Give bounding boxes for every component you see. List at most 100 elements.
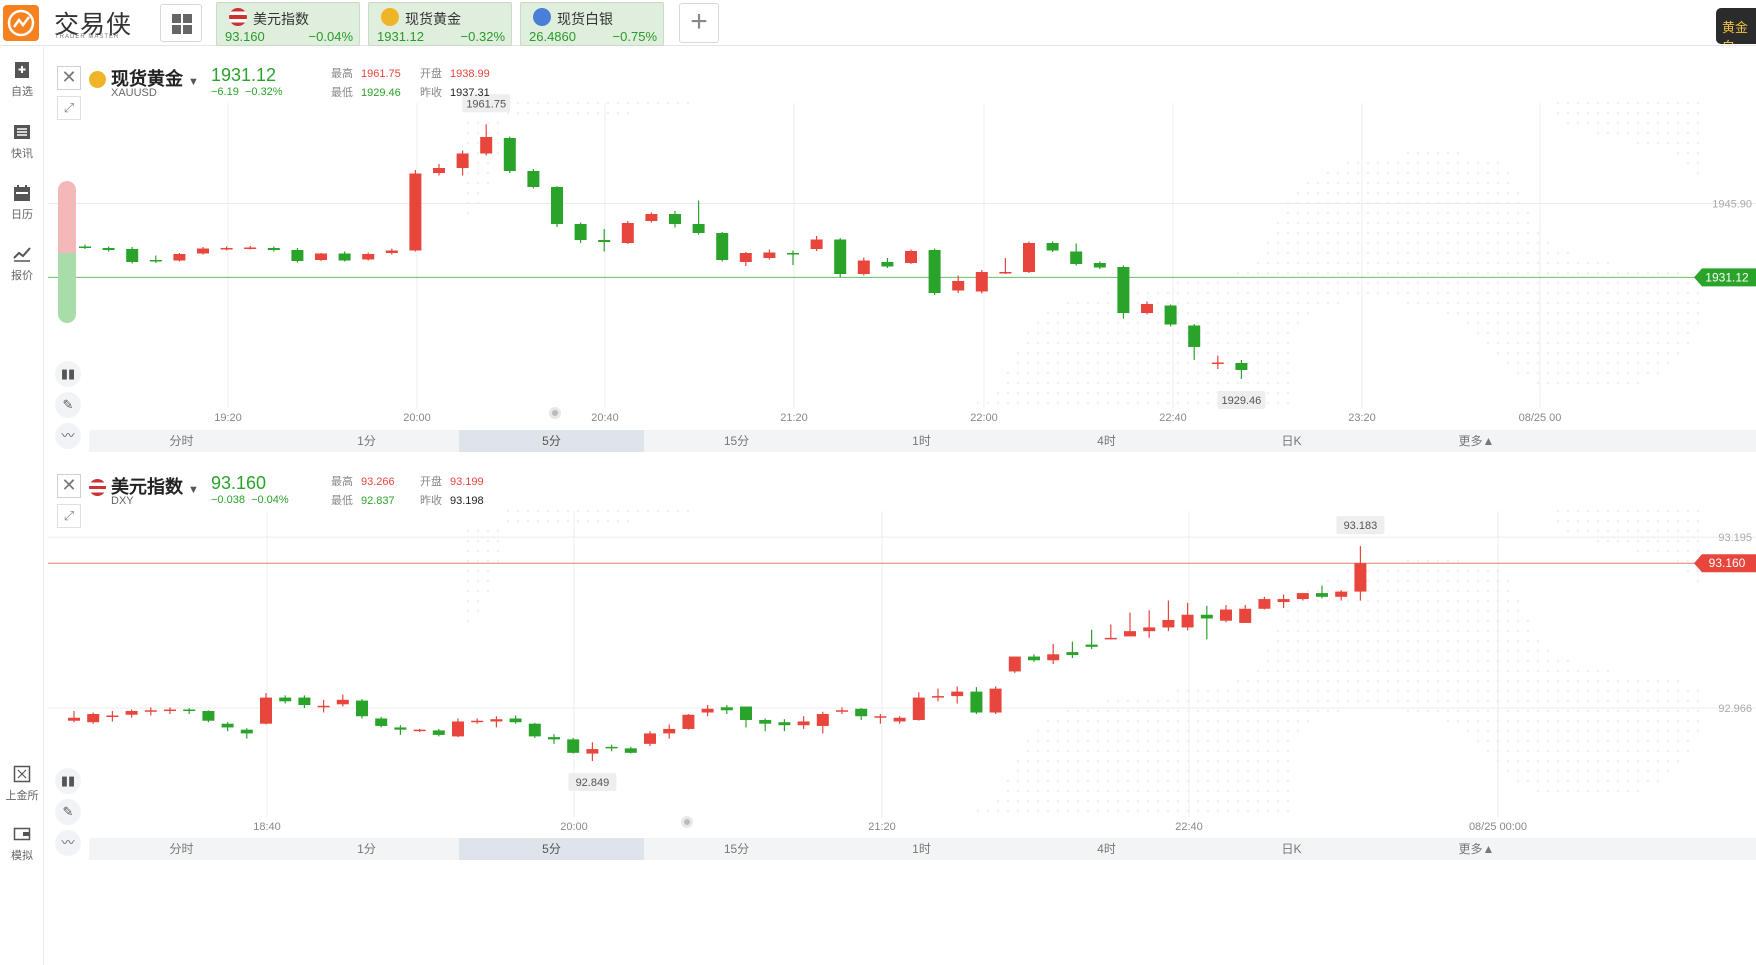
candle (816, 714, 829, 726)
stat-low: 最低 92.837 (331, 495, 395, 507)
news-list-icon (14, 125, 30, 139)
tab-timeframe[interactable]: 5分 (459, 838, 644, 860)
candle (669, 214, 681, 224)
candle (164, 709, 176, 712)
draw-pencil-icon[interactable]: ✎ (55, 392, 81, 418)
candle (1258, 599, 1271, 609)
tab-timeframe[interactable]: 15分 (723, 842, 750, 856)
trend-line-icon (13, 247, 31, 262)
stat-high: 最高 93.266 (331, 476, 395, 488)
chart-type-icon[interactable]: 〰 (55, 830, 81, 856)
expand-icon[interactable]: ⤢ (57, 504, 81, 528)
candle (1028, 656, 1040, 661)
candle (682, 714, 695, 729)
expand-icon[interactable]: ⤢ (57, 96, 81, 120)
candle (527, 171, 540, 187)
candle (125, 711, 138, 715)
tab-timeframe[interactable]: 1时 (912, 842, 931, 856)
scroll-handle[interactable] (549, 407, 561, 419)
chart-type-icon[interactable]: 〰 (55, 423, 81, 449)
candle (480, 137, 493, 154)
nav-item-simulate[interactable]: 模拟 (0, 825, 44, 881)
ticker-usd-index[interactable]: 美元指数 93.160 −0.04% (216, 2, 360, 46)
tab-timeframe[interactable]: 5分 (459, 430, 644, 452)
candle (740, 706, 752, 720)
candle (315, 253, 327, 260)
candle (183, 709, 196, 712)
candle (1277, 599, 1290, 603)
indicator-icon[interactable]: ▮▮ (55, 768, 81, 794)
nav-item-quotes[interactable]: 报价 (0, 245, 44, 301)
candle (1211, 362, 1224, 364)
us-flag-icon (89, 479, 106, 496)
candle (1070, 251, 1083, 264)
candle (1047, 654, 1060, 661)
calendar-icon (14, 185, 30, 201)
candle (317, 705, 330, 708)
nav-item-sge[interactable]: 上金所 (0, 765, 44, 821)
tab-timeframe[interactable]: 4时 (1097, 842, 1116, 856)
nav-label: 模拟 (11, 850, 33, 862)
tab-timeframe[interactable]: 分时 (169, 842, 194, 856)
y-axis-label: 93.195 (1718, 532, 1752, 544)
symbol-name[interactable]: 现货黄金 ▼ (111, 69, 199, 89)
timeframe-bar: 分时 1分 5分 15分 1时 4时 日K 更多▲ (89, 430, 1756, 452)
ticker-name: 美元指数 (253, 11, 309, 27)
candle (144, 710, 157, 712)
nav-item-news[interactable]: 快讯 (0, 123, 44, 179)
candle (787, 253, 799, 255)
extreme-marker-label: 92.849 (576, 777, 610, 789)
candle (874, 716, 887, 718)
candle (893, 717, 906, 722)
ticker-price: 1931.12 (377, 29, 424, 44)
tab-timeframe[interactable]: 1时 (912, 434, 931, 448)
layout-grid-button[interactable] (160, 4, 202, 42)
candle (645, 214, 658, 221)
tab-timeframe[interactable]: 日K (1281, 842, 1302, 856)
price-tag (1694, 554, 1756, 573)
nav-item-calendar[interactable]: 日历 (0, 184, 44, 240)
candle (126, 249, 139, 262)
x-tick-label: 23:20 (1348, 412, 1376, 424)
ticker-name: 现货黄金 (405, 11, 461, 27)
candle (385, 250, 398, 253)
candle (106, 715, 119, 717)
tab-timeframe[interactable]: 4时 (1097, 434, 1116, 448)
ticker-spot-gold[interactable]: 现货黄金 1931.12 −0.32% (368, 2, 512, 46)
add-ticker-button[interactable]: + (679, 3, 719, 43)
tab-timeframe[interactable]: 更多▲ (1458, 434, 1495, 448)
ticker-name: 现货白银 (557, 11, 613, 27)
x-tick-label: 21:20 (780, 412, 808, 424)
draw-pencil-icon[interactable]: ✎ (55, 799, 81, 825)
tab-timeframe[interactable]: 更多▲ (1458, 842, 1495, 856)
scroll-handle[interactable] (681, 816, 693, 828)
tab-timeframe[interactable]: 1分 (357, 842, 376, 856)
us-flag-icon (229, 8, 247, 26)
gold-coin-icon (89, 71, 106, 88)
candlestick-chart-gold[interactable]: 19:20 20:00 20:40 21:20 22:00 22:40 23:20 08/25… (48, 55, 1756, 503)
indicator-icon[interactable]: ▮▮ (55, 361, 81, 387)
symbol-name[interactable]: 美元指数 ▼ (111, 477, 199, 497)
tab-timeframe[interactable]: 分时 (169, 434, 194, 448)
candle (881, 262, 894, 267)
x-tick-label: 19:20 (214, 412, 242, 424)
candle (1354, 563, 1367, 592)
grid-icon (172, 14, 181, 23)
candle (970, 691, 983, 713)
candle (260, 697, 272, 724)
tab-timeframe[interactable]: 15分 (723, 434, 750, 448)
chart-panel-gold: 19:20 20:00 20:40 21:20 22:00 22:40 23:20 08/25… (48, 55, 1756, 503)
nav-label: 快讯 (11, 148, 33, 160)
close-icon[interactable]: ✕ (57, 474, 81, 498)
nav-item-watchlist[interactable]: 自选 (0, 61, 44, 117)
candle (1164, 305, 1177, 325)
tab-timeframe[interactable]: 日K (1281, 434, 1302, 448)
tab-timeframe[interactable]: 1分 (357, 434, 376, 448)
wallet-icon (13, 827, 31, 841)
candle (905, 251, 917, 263)
ticker-spot-silver[interactable]: 现货白银 26.4860 −0.75% (520, 2, 664, 46)
close-icon[interactable]: ✕ (57, 66, 81, 90)
candle (1335, 591, 1348, 597)
candlestick-chart-usd-index[interactable]: 18:40 20:00 21:20 22:40 08/25 00:00 93.195 92.… (48, 463, 1756, 893)
corner-gold-tab[interactable]: 黄金白 (1716, 8, 1756, 44)
